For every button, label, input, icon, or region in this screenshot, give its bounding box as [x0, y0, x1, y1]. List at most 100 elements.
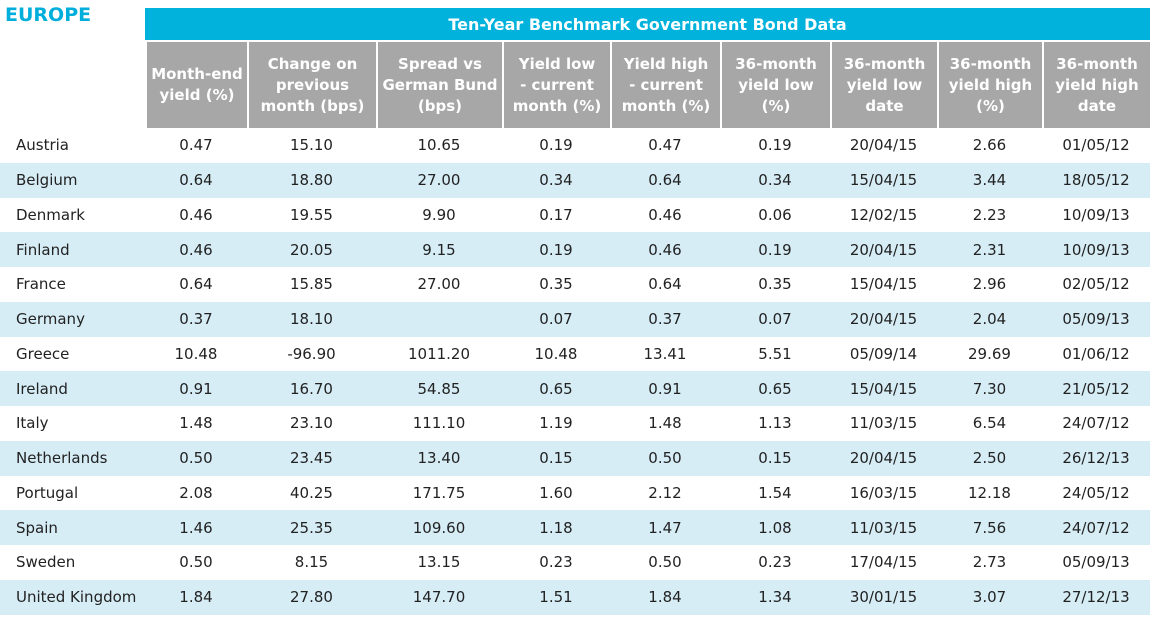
row-label: Greece	[16, 344, 70, 363]
table-cell: 1.60	[539, 483, 573, 502]
table-cell: 0.19	[758, 240, 792, 259]
table-cell: 19.55	[290, 205, 333, 224]
table-cell: 24/05/12	[1062, 483, 1130, 502]
table-cell: 0.46	[648, 240, 682, 259]
table-cell: 0.19	[539, 136, 573, 155]
table-cell: 1.46	[179, 518, 213, 537]
row-label: Finland	[16, 240, 70, 259]
table-cell: 6.54	[972, 414, 1007, 433]
table-row	[0, 162, 1150, 198]
table-cell: 0.23	[758, 553, 792, 572]
table-cell: 5.51	[758, 344, 792, 363]
table-cell: 05/09/13	[1062, 310, 1130, 329]
row-label: Sweden	[16, 553, 76, 572]
table-row	[0, 579, 1150, 615]
table-cell: 147.70	[412, 588, 466, 607]
table-cell: 0.47	[179, 136, 213, 155]
table-cell: 1.13	[758, 414, 792, 433]
table-cell: 0.19	[539, 240, 573, 259]
column-header: Month-end yield (%)	[145, 42, 247, 128]
table-cell: 0.07	[758, 310, 792, 329]
table-row	[0, 267, 1150, 302]
table-cell: 8.15	[294, 553, 329, 572]
row-label: Austria	[16, 136, 69, 155]
table-cell: 0.64	[179, 171, 213, 190]
table-cell: 9.15	[422, 240, 456, 259]
table-cell: 13.40	[417, 449, 461, 468]
table-cell: 11/03/15	[849, 414, 918, 433]
table-cell: 25.35	[290, 518, 333, 537]
table-cell: 2.23	[972, 205, 1007, 224]
table-title: Ten-Year Benchmark Government Bond Data	[145, 8, 1150, 40]
table-cell: 01/06/12	[1062, 344, 1130, 363]
table-cell: 27.00	[417, 171, 461, 190]
table-cell: 0.91	[179, 379, 213, 398]
table-cell: 23.10	[290, 414, 333, 433]
table-cell: 0.46	[179, 205, 213, 224]
table-cell: 0.15	[539, 449, 573, 468]
table-cell: 11/03/15	[849, 518, 918, 537]
table-cell: 05/09/13	[1062, 553, 1130, 572]
table-cell: 20.05	[290, 240, 333, 259]
table-cell: 0.50	[179, 449, 213, 468]
table-cell: 1.18	[539, 518, 573, 537]
table-cell: 3.07	[972, 588, 1007, 607]
table-cell: 20/04/15	[849, 136, 918, 155]
table-cell: 0.50	[179, 553, 213, 572]
table-cell: 0.64	[179, 275, 213, 294]
table-cell: 0.34	[539, 171, 573, 190]
table-cell: 15/04/15	[849, 275, 918, 294]
table-cell: 10.65	[417, 136, 461, 155]
table-cell: 2.31	[972, 240, 1007, 259]
table-cell: 18.10	[290, 310, 333, 329]
table-cell: 16.70	[290, 379, 333, 398]
table-cell: 26/12/13	[1062, 449, 1130, 468]
table-cell: 0.47	[648, 136, 682, 155]
column-header: 36-month yield low (%)	[720, 42, 830, 128]
table-cell: 10.48	[174, 344, 218, 363]
column-header: 36-month yield high (%)	[937, 42, 1042, 128]
table-cell: 24/07/12	[1062, 518, 1130, 537]
table-cell: 0.50	[648, 553, 682, 572]
table-cell: 29.69	[968, 344, 1011, 363]
table-cell: 109.60	[412, 518, 466, 537]
table-cell: 111.10	[412, 414, 466, 433]
table-cell: 1.34	[758, 588, 792, 607]
row-label: Germany	[16, 310, 85, 329]
table-cell: 54.85	[417, 379, 461, 398]
table-cell: 12/02/15	[849, 205, 918, 224]
table-cell: 0.19	[758, 136, 792, 155]
table-cell: 1.47	[648, 518, 682, 537]
row-label: Ireland	[16, 379, 68, 398]
table-cell: 0.50	[648, 449, 682, 468]
table-cell: 1011.20	[407, 344, 471, 363]
row-label: United Kingdom	[16, 588, 137, 607]
column-header: Yield high - current month (%)	[610, 42, 720, 128]
column-header: Yield low - current month (%)	[502, 42, 610, 128]
table-cell: 3.44	[972, 171, 1007, 190]
table-cell: 1.51	[539, 588, 573, 607]
table-cell: 1.48	[648, 414, 682, 433]
row-label: France	[16, 275, 66, 294]
table-cell: 0.15	[758, 449, 792, 468]
table-cell: 7.56	[972, 518, 1007, 537]
table-cell: 0.46	[648, 205, 682, 224]
table-row	[0, 232, 1150, 267]
table-row	[0, 336, 1150, 372]
table-cell: 9.90	[422, 205, 456, 224]
table-cell: 27.80	[290, 588, 333, 607]
table-row	[0, 440, 1150, 476]
table-cell: 05/09/14	[849, 344, 918, 363]
table-cell	[376, 302, 502, 337]
table-cell: 171.75	[412, 483, 466, 502]
table-cell: -96.90	[287, 344, 336, 363]
table-cell: 20/04/15	[849, 240, 918, 259]
table-cell: 2.12	[648, 483, 682, 502]
table-cell: 2.08	[179, 483, 213, 502]
table-cell: 13.41	[643, 344, 687, 363]
table-cell: 2.96	[972, 275, 1007, 294]
column-header: 36-month yield high date	[1042, 42, 1150, 128]
table-cell: 2.73	[972, 553, 1007, 572]
table-row	[0, 301, 1150, 337]
